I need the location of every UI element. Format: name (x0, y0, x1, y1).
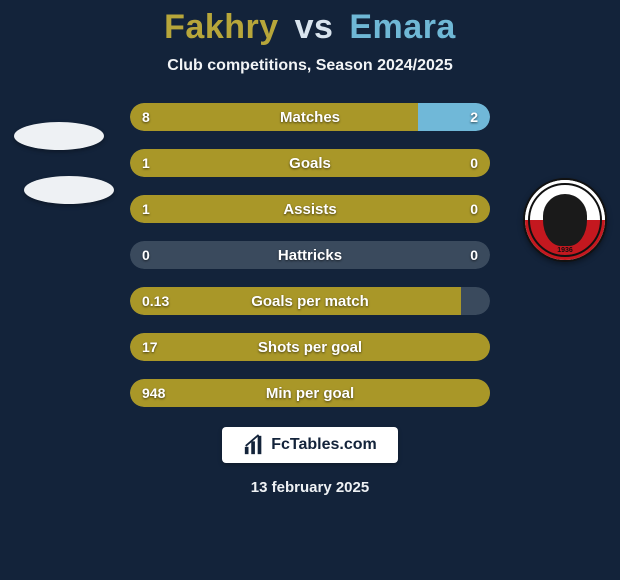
stat-label: Goals per match (130, 287, 490, 315)
content: Fakhry vs Emara Club competitions, Seaso… (0, 0, 620, 580)
stat-row: Goals1 0 (130, 149, 490, 177)
stat-value-left: 1 (142, 195, 150, 223)
brand-text: FcTables.com (271, 436, 377, 454)
stat-row: Goals per match0.13 (130, 287, 490, 315)
stat-value-right: 0 (470, 241, 478, 269)
stat-value-right: 0 (470, 195, 478, 223)
stat-label: Shots per goal (130, 333, 490, 361)
player1-name: Fakhry (164, 8, 279, 46)
stat-row: Matches8 2 (130, 103, 490, 131)
crest-inner (543, 194, 587, 246)
crest-year: 1936 (525, 247, 605, 254)
stat-row: Shots per goal17 (130, 333, 490, 361)
stat-value-right: 0 (470, 149, 478, 177)
stat-value-left: 1 (142, 149, 150, 177)
crest-icon: 1936 (523, 178, 607, 262)
stat-label: Matches (130, 103, 490, 131)
team-right-badge: 1936 (520, 175, 610, 265)
stat-label: Min per goal (130, 379, 490, 407)
stat-row: Hattricks0 0 (130, 241, 490, 269)
stat-value-left: 0 (142, 241, 150, 269)
stat-value-left: 8 (142, 103, 150, 131)
player2-name: Emara (349, 8, 455, 46)
stat-label: Goals (130, 149, 490, 177)
page-title: Fakhry vs Emara (164, 8, 456, 47)
stat-label: Hattricks (130, 241, 490, 269)
stat-label: Assists (130, 195, 490, 223)
brand-badge: FcTables.com (222, 427, 398, 463)
stat-value-left: 0.13 (142, 287, 169, 315)
stat-value-left: 948 (142, 379, 165, 407)
vs-text: vs (295, 8, 334, 46)
team-left-badge-1 (14, 122, 104, 150)
bars-icon (243, 434, 265, 456)
team-left-badge-2 (24, 176, 114, 204)
stat-value-left: 17 (142, 333, 158, 361)
date-text: 13 february 2025 (251, 479, 369, 496)
stat-row: Min per goal948 (130, 379, 490, 407)
stat-value-right: 2 (470, 103, 478, 131)
subtitle: Club competitions, Season 2024/2025 (167, 57, 452, 75)
stat-row: Assists1 0 (130, 195, 490, 223)
